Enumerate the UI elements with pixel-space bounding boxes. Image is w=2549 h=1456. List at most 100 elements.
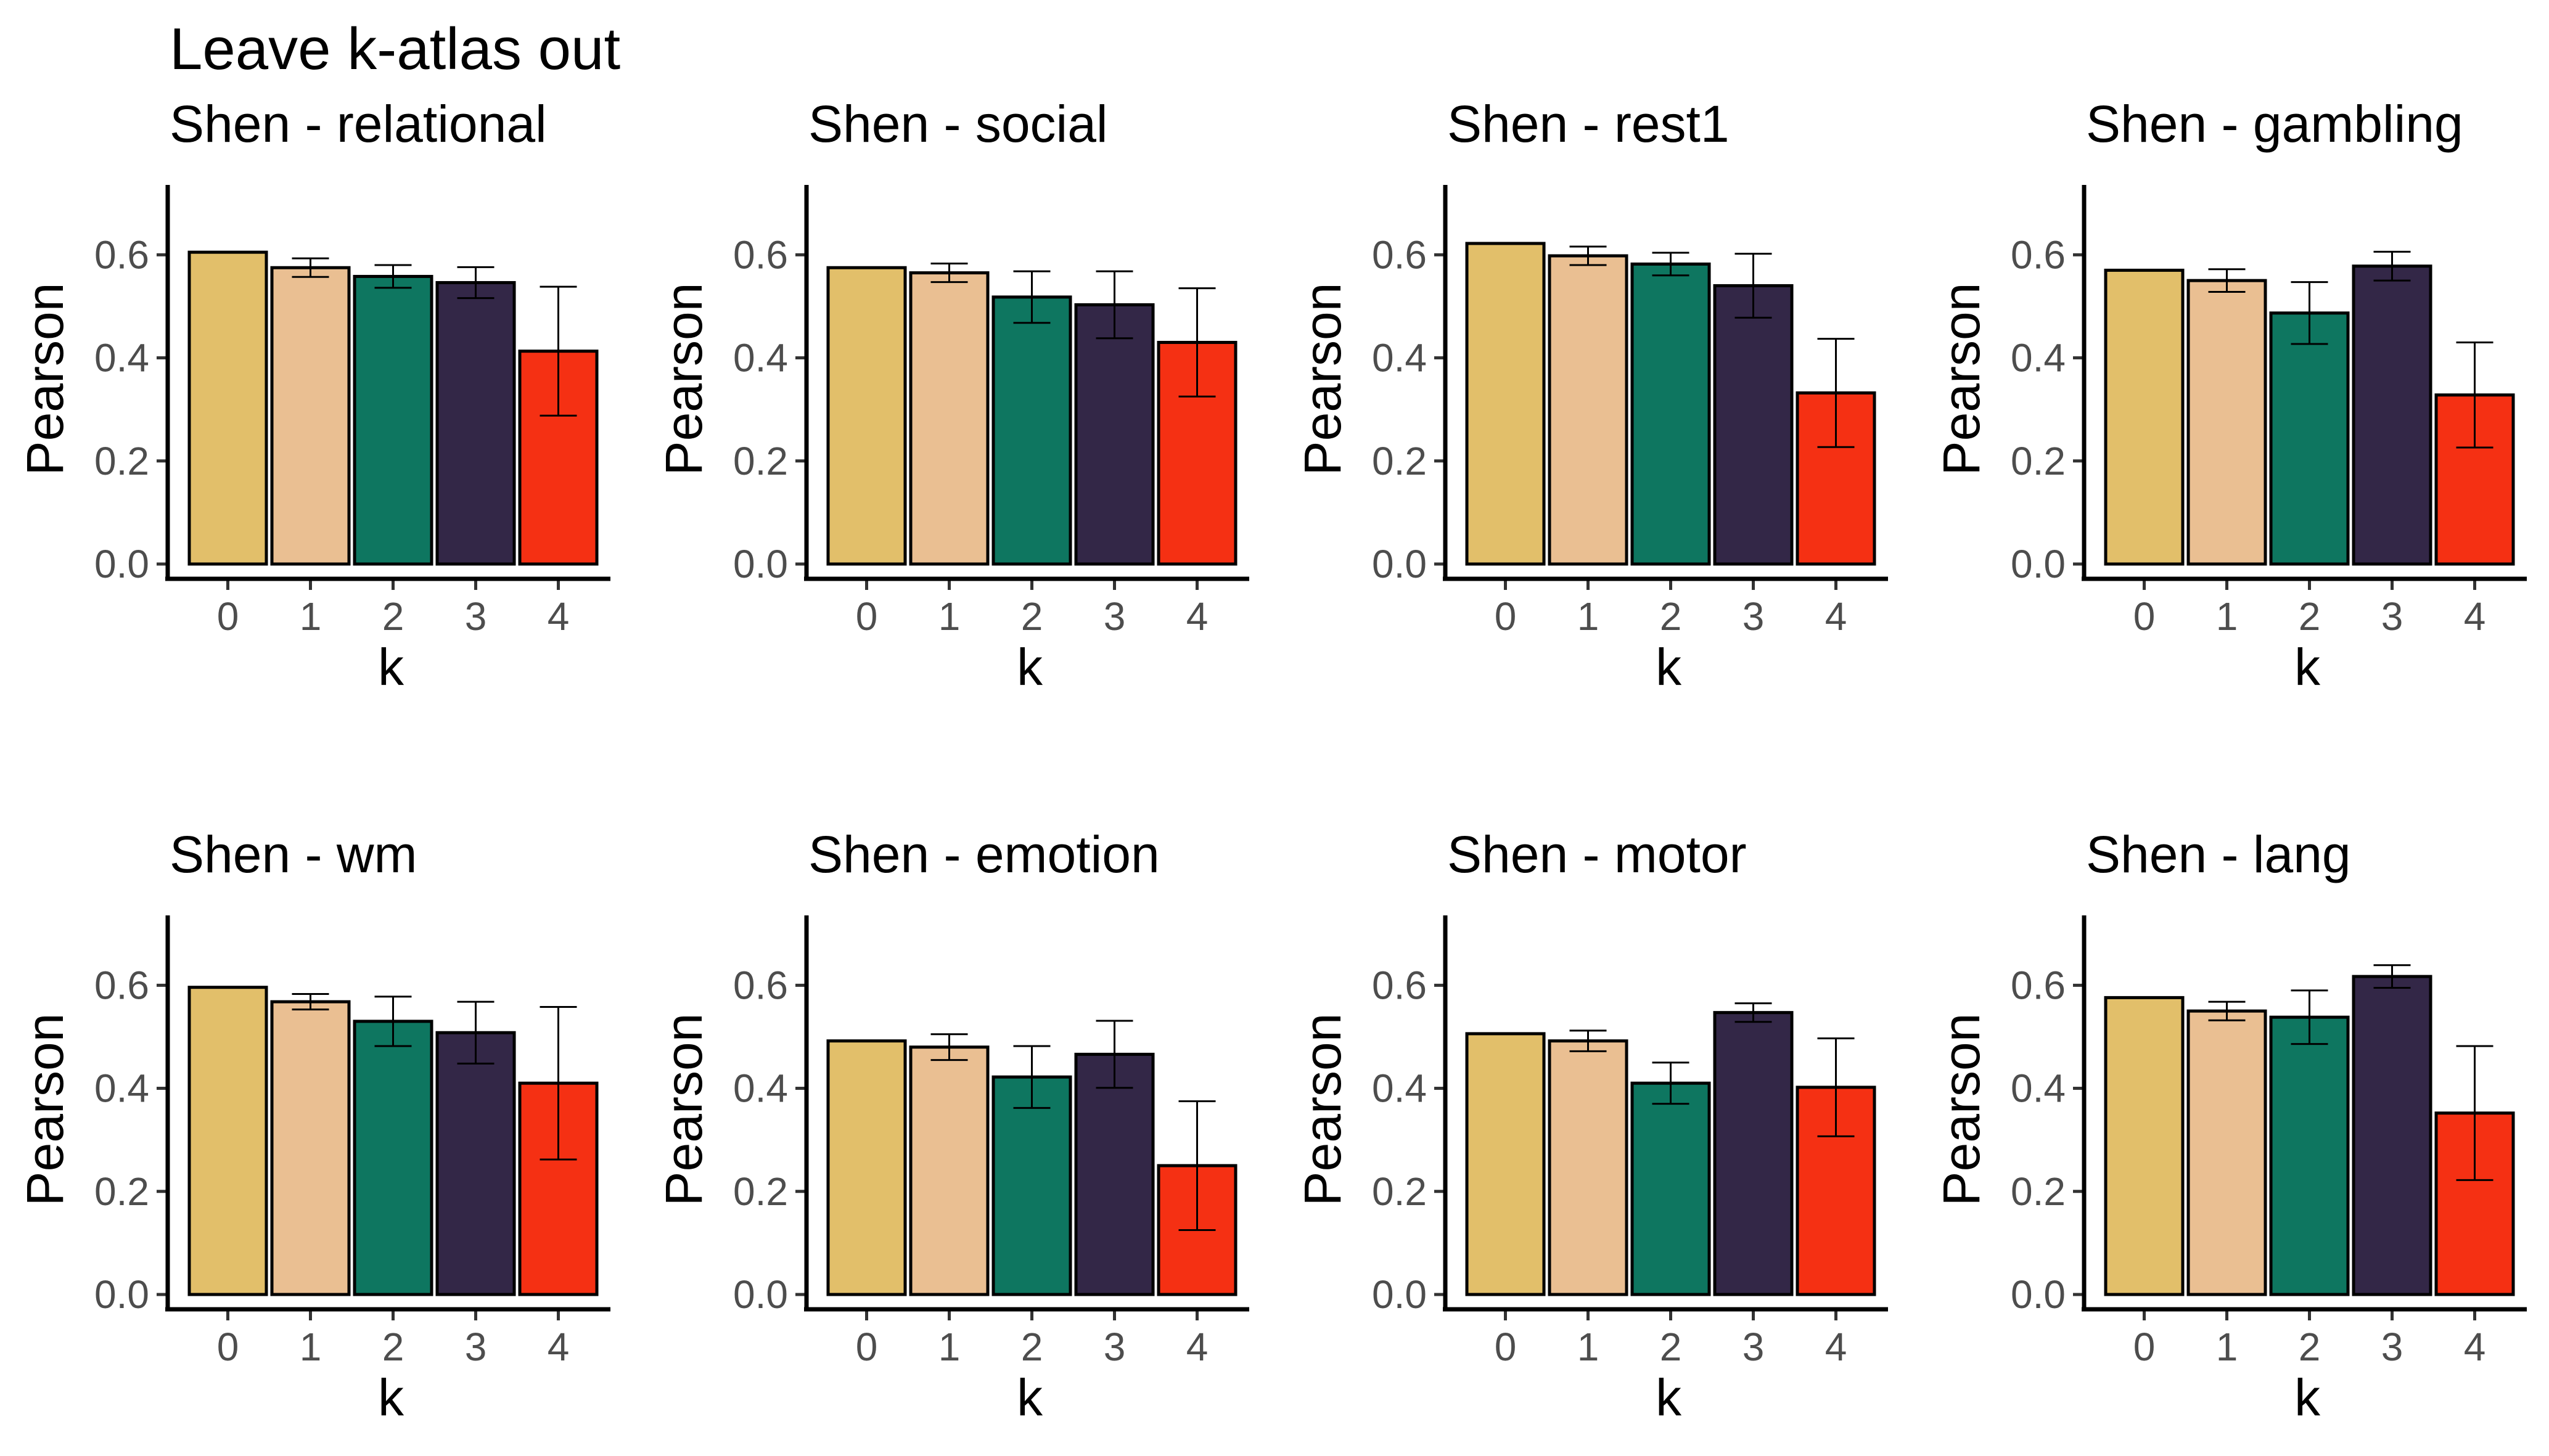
x-tick-label: 0	[1495, 594, 1517, 639]
x-axis-title: k	[1017, 638, 1043, 696]
chart-panel: Shen - lang 0.0 0.2 0.4 0.6 0 1 2 3 4 k Pearson	[1932, 825, 2527, 1426]
y-axis-title: Pearson	[655, 283, 713, 476]
y-tick-label: 0.4	[1372, 336, 1427, 380]
x-tick-label: 2	[1021, 594, 1043, 639]
x-tick-label: 3	[1104, 1325, 1126, 1369]
x-tick-label: 4	[2464, 594, 2486, 639]
x-tick-label: 0	[2133, 594, 2156, 639]
bar	[1074, 303, 1155, 566]
bar	[909, 1045, 990, 1296]
bar	[909, 271, 990, 566]
y-axis-title: Pearson	[1932, 1013, 1990, 1206]
x-tick-label: 0	[1495, 1325, 1517, 1369]
y-tick-label: 0.2	[733, 1169, 788, 1214]
bar	[826, 1039, 907, 1296]
y-tick-label: 0.6	[733, 963, 788, 1007]
y-tick-label: 0.4	[2011, 1066, 2066, 1111]
panel-title: Shen - gambling	[2086, 95, 2463, 153]
panel-title: Shen - rest1	[1447, 95, 1730, 153]
y-tick-label: 0.0	[1372, 1272, 1427, 1317]
y-axis-title: Pearson	[1932, 283, 1990, 476]
y-tick-label: 0.4	[94, 336, 149, 380]
x-tick-label: 1	[2216, 1325, 2238, 1369]
x-axis-title: k	[1656, 1368, 1682, 1426]
y-tick-label: 0.4	[733, 336, 788, 380]
x-tick-label: 3	[2381, 1325, 2403, 1369]
panels: Shen - relational 0.0 0.2 0.4 0.6 0 1 2 3 4 k Pears…	[16, 95, 2527, 1426]
x-tick-label: 2	[1660, 1325, 1682, 1369]
bar	[270, 1000, 351, 1296]
x-axis-title: k	[1017, 1368, 1043, 1426]
y-tick-label: 0.2	[1372, 1169, 1427, 1214]
x-tick-label: 1	[938, 1325, 961, 1369]
y-tick-label: 0.2	[94, 1169, 149, 1214]
x-tick-label: 3	[465, 594, 487, 639]
bar	[1465, 242, 1546, 566]
bar	[2269, 1015, 2350, 1296]
chart-panel: Shen - rest1 0.0 0.2 0.4 0.6 0 1 2 3 4 k Pearson	[1294, 95, 1888, 696]
x-tick-label: 2	[2299, 1325, 2321, 1369]
y-tick-label: 0.2	[2011, 439, 2066, 483]
y-tick-label: 0.6	[2011, 963, 2066, 1007]
panel-title: Shen - relational	[170, 95, 547, 153]
y-tick-label: 0.0	[2011, 1272, 2066, 1317]
bar	[353, 1020, 433, 1296]
bar	[187, 986, 268, 1296]
chart-panel: Shen - social 0.0 0.2 0.4 0.6 0 1 2 3 4 k Pearson	[655, 95, 1249, 696]
y-tick-label: 0.0	[1372, 542, 1427, 586]
x-tick-label: 1	[2216, 594, 2238, 639]
figure-title: Leave k-atlas out	[170, 16, 620, 82]
x-tick-label: 0	[217, 1325, 239, 1369]
y-tick-label: 0.0	[94, 542, 149, 586]
bar	[435, 1031, 516, 1296]
bar	[2186, 279, 2267, 566]
chart-panel: Shen - motor 0.0 0.2 0.4 0.6 0 1 2 3 4 k Pearson	[1294, 825, 1888, 1426]
y-axis-title: Pearson	[16, 283, 74, 476]
y-tick-label: 0.6	[2011, 232, 2066, 277]
bar	[2104, 996, 2185, 1296]
bar	[1074, 1052, 1155, 1296]
x-axis-title: k	[2294, 638, 2321, 696]
bar	[1548, 254, 1628, 566]
bar	[1630, 262, 1711, 566]
panel-title: Shen - social	[808, 95, 1108, 153]
x-tick-label: 4	[1186, 1325, 1209, 1369]
y-tick-label: 0.4	[2011, 336, 2066, 380]
bar	[2186, 1009, 2267, 1296]
x-tick-label: 4	[1186, 594, 1209, 639]
y-tick-label: 0.0	[2011, 542, 2066, 586]
bar	[2352, 264, 2432, 566]
x-tick-label: 1	[1577, 1325, 1599, 1369]
bar	[270, 266, 351, 566]
x-tick-label: 0	[856, 1325, 878, 1369]
x-axis-title: k	[378, 1368, 404, 1426]
y-tick-label: 0.6	[733, 232, 788, 277]
x-tick-label: 4	[1825, 1325, 1847, 1369]
panel-title: Shen - wm	[170, 825, 417, 883]
chart-panel: Shen - relational 0.0 0.2 0.4 0.6 0 1 2 3 4 k Pears…	[16, 95, 610, 696]
bar	[826, 266, 907, 566]
x-axis-title: k	[2294, 1368, 2321, 1426]
x-tick-label: 2	[1021, 1325, 1043, 1369]
x-tick-label: 1	[938, 594, 961, 639]
x-tick-label: 4	[1825, 594, 1847, 639]
bar	[435, 280, 516, 566]
x-tick-label: 1	[1577, 594, 1599, 639]
x-tick-label: 4	[548, 594, 570, 639]
bar	[991, 1075, 1072, 1296]
bar	[1630, 1081, 1711, 1296]
y-tick-label: 0.0	[94, 1272, 149, 1317]
bar	[1713, 1011, 1794, 1296]
bar	[353, 274, 433, 566]
x-tick-label: 0	[217, 594, 239, 639]
chart-panel: Shen - wm 0.0 0.2 0.4 0.6 0 1 2 3 4 k Pearson	[16, 825, 610, 1426]
bar	[1713, 284, 1794, 566]
x-tick-label: 2	[1660, 594, 1682, 639]
x-tick-label: 4	[548, 1325, 570, 1369]
x-tick-label: 1	[300, 594, 322, 639]
bar	[2352, 975, 2432, 1296]
panel-title: Shen - lang	[2086, 825, 2351, 883]
x-tick-label: 3	[1742, 594, 1765, 639]
y-tick-label: 0.2	[94, 439, 149, 483]
x-tick-label: 4	[2464, 1325, 2486, 1369]
